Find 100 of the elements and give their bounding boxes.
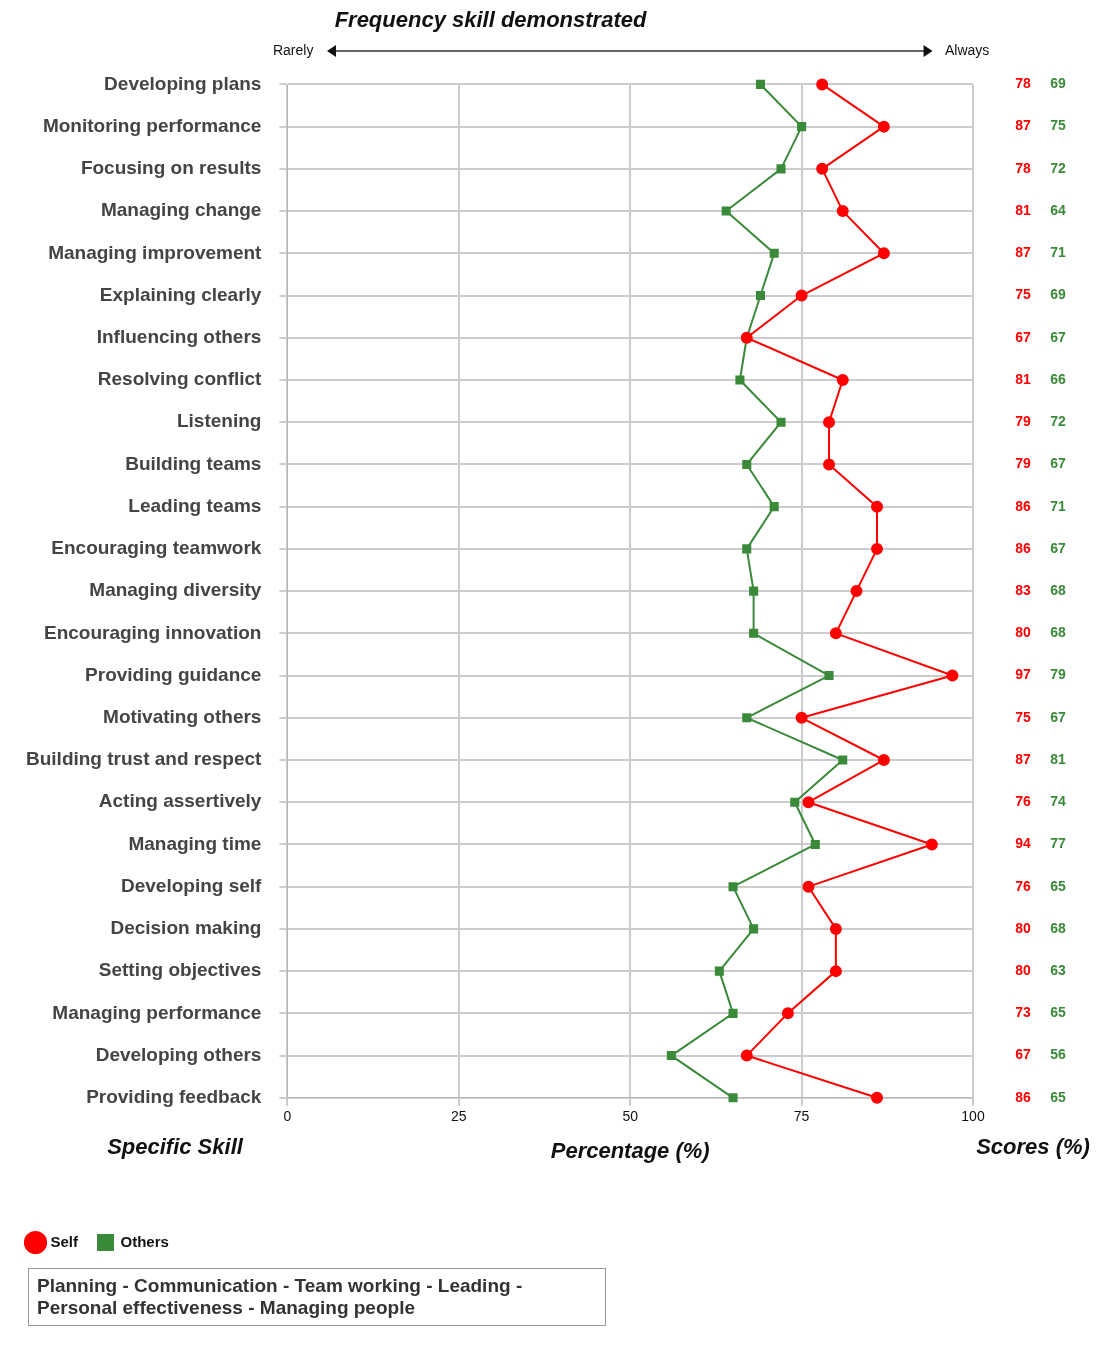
data-label: 81 (1015, 370, 1031, 387)
point (755, 79, 765, 89)
data-label: 66 (1050, 370, 1066, 387)
point (742, 713, 752, 723)
y-tick-label: Encouraging teamwork (51, 537, 262, 559)
point (871, 542, 884, 555)
data-label: 72 (1050, 413, 1066, 430)
point (836, 373, 849, 386)
data-label: 71 (1050, 244, 1066, 261)
point (776, 164, 786, 174)
y-tick-label: Explaining clearly (99, 283, 262, 305)
y-axis-title: Specific Skill (107, 1133, 244, 1159)
y-tick-label: Managing improvement (48, 241, 263, 263)
y-tick-label: Developing self (120, 874, 263, 896)
y-tick-label: Managing time (128, 832, 262, 854)
data-label: 83 (1015, 581, 1031, 598)
point (721, 206, 731, 216)
data-label: 73 (1015, 1004, 1031, 1021)
text: Planning - Communication - Team working - Leading - Personal effectiveness - Managing people (28, 1268, 606, 1326)
point (749, 628, 759, 638)
data-label: 78 (1015, 159, 1031, 176)
data-label: 80 (1015, 624, 1031, 641)
data-label: 67 (1015, 328, 1031, 345)
point (823, 416, 836, 429)
data-label: 68 (1050, 581, 1066, 598)
data-label: 67 (1050, 539, 1066, 556)
data-label: 87 (1015, 244, 1031, 261)
point (871, 1091, 884, 1104)
data-label: 86 (1015, 539, 1031, 556)
data-label: 67 (1015, 1046, 1031, 1063)
point (877, 247, 890, 260)
text: Scores (%) (976, 1133, 1090, 1159)
y-tick-label: Resolving conflict (97, 368, 263, 390)
point (802, 880, 815, 893)
data-label: 65 (1050, 1088, 1066, 1105)
x-tick-label: 25 (451, 1108, 467, 1125)
point (742, 459, 752, 469)
data-label: 64 (1050, 201, 1066, 218)
data-label: 79 (1015, 413, 1031, 430)
point (816, 78, 829, 91)
point (946, 669, 959, 682)
data-label: 87 (1015, 117, 1031, 134)
y-tick-label: Managing change (100, 199, 262, 221)
y-tick-label: Providing guidance (85, 663, 262, 685)
point (802, 796, 815, 809)
y-tick-label: Leading teams (128, 494, 262, 516)
data-label: 79 (1050, 666, 1066, 683)
data-label: 97 (1015, 666, 1031, 683)
point (740, 1049, 753, 1062)
data-label: 63 (1050, 961, 1066, 978)
point (735, 375, 745, 385)
data-label: 87 (1015, 750, 1031, 767)
y-tick-label: Setting objectives (98, 959, 262, 981)
data-label: 67 (1050, 328, 1066, 345)
point (829, 965, 842, 978)
data-label: 86 (1015, 1088, 1031, 1105)
x-tick-label: 75 (793, 1108, 810, 1125)
data-label: 56 (1050, 1046, 1066, 1063)
point (790, 797, 800, 807)
point (829, 627, 842, 640)
point (877, 120, 890, 133)
data-label: 75 (1050, 117, 1066, 134)
point (666, 1051, 676, 1061)
data-label: 81 (1015, 201, 1031, 218)
point (795, 289, 808, 302)
data-label: 86 (1015, 497, 1031, 514)
point (816, 162, 829, 175)
point (769, 248, 779, 258)
x-tick-label: 0 (283, 1108, 292, 1125)
x-axis-title: Percentage (%) (550, 1137, 710, 1163)
data-label: 69 (1050, 286, 1066, 303)
data-label: 67 (1050, 455, 1066, 472)
data-label: 78 (1015, 75, 1031, 92)
point (742, 544, 752, 554)
y-tick-label: Encouraging innovation (43, 621, 262, 643)
point (755, 290, 765, 301)
point (728, 882, 738, 892)
y-tick-label: Building teams (125, 452, 262, 474)
point (797, 122, 807, 132)
point (776, 417, 786, 427)
data-label: 94 (1015, 835, 1031, 852)
y-tick-label: Building trust and respect (25, 748, 263, 770)
point (823, 458, 836, 471)
data-label: 68 (1050, 624, 1066, 641)
point (850, 585, 863, 598)
point (749, 924, 759, 934)
text: Rarely (272, 42, 314, 59)
point (795, 711, 808, 724)
data-label: 77 (1050, 835, 1066, 852)
data-label: 74 (1050, 793, 1066, 810)
chart-title: Frequency skill demonstrated (334, 7, 647, 33)
point (749, 586, 759, 596)
y-tick-label: Acting assertively (98, 790, 262, 812)
data-label: 76 (1015, 877, 1031, 894)
legend-label: Others (120, 1232, 169, 1250)
y-tick-label: Focusing on results (80, 157, 262, 179)
y-tick-label: Developing others (95, 1043, 262, 1065)
x-tick-label: 50 (622, 1108, 639, 1125)
data-label: 80 (1015, 961, 1031, 978)
point (871, 500, 884, 513)
